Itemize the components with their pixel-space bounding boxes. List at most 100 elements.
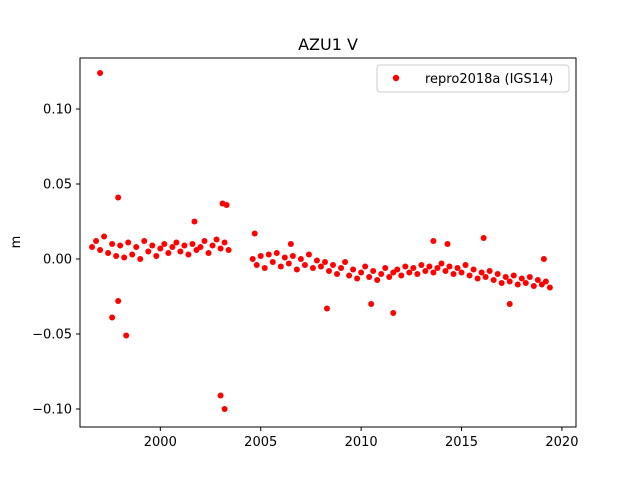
data-point — [109, 241, 116, 247]
data-point — [165, 250, 172, 256]
data-point — [446, 263, 453, 270]
data-point — [422, 268, 429, 274]
data-point — [101, 233, 108, 240]
data-point — [506, 278, 513, 285]
y-axis-label: m — [9, 236, 24, 249]
data-point — [93, 238, 100, 244]
data-point — [217, 245, 224, 252]
data-point — [370, 268, 377, 274]
legend-box — [376, 64, 570, 93]
data-point — [285, 260, 292, 267]
data-point — [410, 265, 417, 271]
data-point — [125, 239, 132, 246]
data-point — [249, 256, 256, 262]
data-point — [430, 238, 437, 244]
data-point — [506, 301, 513, 307]
data-point — [442, 268, 449, 274]
data-point — [330, 262, 337, 268]
data-point — [209, 242, 216, 249]
data-point — [301, 262, 308, 268]
data-point — [338, 265, 345, 271]
data-point — [482, 274, 489, 280]
data-point — [494, 271, 501, 277]
data-point — [123, 332, 130, 339]
data-point — [454, 265, 461, 271]
data-point — [185, 251, 192, 258]
legend: repro2018a (IGS14) — [376, 64, 570, 93]
data-point — [434, 265, 441, 271]
data-point — [510, 272, 517, 279]
data-point — [313, 257, 320, 264]
legend-marker — [392, 74, 400, 82]
data-point — [277, 263, 284, 270]
data-point — [542, 278, 549, 285]
data-point — [161, 241, 168, 247]
data-point — [466, 272, 473, 279]
data-point — [145, 248, 152, 255]
data-point — [177, 248, 184, 255]
data-point — [334, 271, 341, 277]
data-point — [191, 218, 198, 225]
data-point — [197, 244, 204, 250]
data-point — [462, 262, 469, 268]
data-point — [265, 251, 272, 258]
data-point — [137, 256, 144, 262]
data-point — [105, 250, 112, 256]
data-point — [309, 265, 316, 271]
y-tick-label: −0.05 — [32, 328, 72, 343]
x-tick-label: 2010 — [345, 435, 378, 450]
data-point — [157, 245, 164, 252]
chart-title: AZU1 V — [298, 35, 358, 54]
y-axis: −0.10 −0.05 0.00 0.05 0.10 — [32, 103, 80, 418]
data-point — [321, 259, 328, 265]
data-point — [121, 254, 128, 261]
data-point — [323, 305, 330, 312]
data-point — [189, 241, 196, 247]
data-point — [342, 259, 349, 265]
y-tick-label: 0.10 — [43, 103, 72, 118]
data-point — [305, 251, 312, 258]
data-point — [253, 262, 260, 268]
data-point — [444, 241, 451, 247]
data-point — [438, 260, 445, 267]
data-point — [217, 392, 224, 399]
data-point — [526, 274, 533, 280]
data-point — [486, 268, 493, 274]
data-point — [398, 272, 405, 279]
data-point — [490, 277, 497, 283]
data-point — [251, 230, 258, 237]
y-tick-label: 0.00 — [43, 253, 72, 268]
data-point — [394, 266, 401, 273]
data-point — [546, 284, 553, 291]
legend-label: repro2018a (IGS14) — [425, 72, 553, 87]
data-point — [89, 244, 96, 250]
data-point — [390, 310, 397, 316]
data-point — [362, 263, 369, 270]
data-point — [297, 256, 304, 262]
plot-area — [79, 57, 577, 428]
data-point — [293, 266, 300, 273]
y-tick-label: 0.05 — [43, 178, 72, 193]
data-point — [382, 265, 389, 271]
data-point — [430, 269, 437, 276]
data-point — [273, 250, 280, 256]
data-point — [518, 275, 525, 282]
data-point — [478, 269, 485, 276]
data-point — [470, 266, 477, 273]
data-point — [368, 301, 375, 307]
data-point — [474, 275, 481, 282]
data-point — [418, 262, 425, 268]
data-point — [502, 274, 509, 280]
x-tick-label: 2015 — [445, 435, 478, 450]
data-point — [480, 235, 487, 241]
data-point — [450, 271, 457, 277]
data-point — [426, 263, 433, 270]
data-point — [358, 269, 365, 276]
data-point — [153, 253, 160, 259]
x-tick-label: 2000 — [144, 435, 177, 450]
data-point — [350, 266, 357, 273]
data-point — [530, 283, 537, 289]
data-point — [540, 256, 547, 262]
data-point — [378, 271, 385, 277]
data-point — [514, 281, 521, 288]
